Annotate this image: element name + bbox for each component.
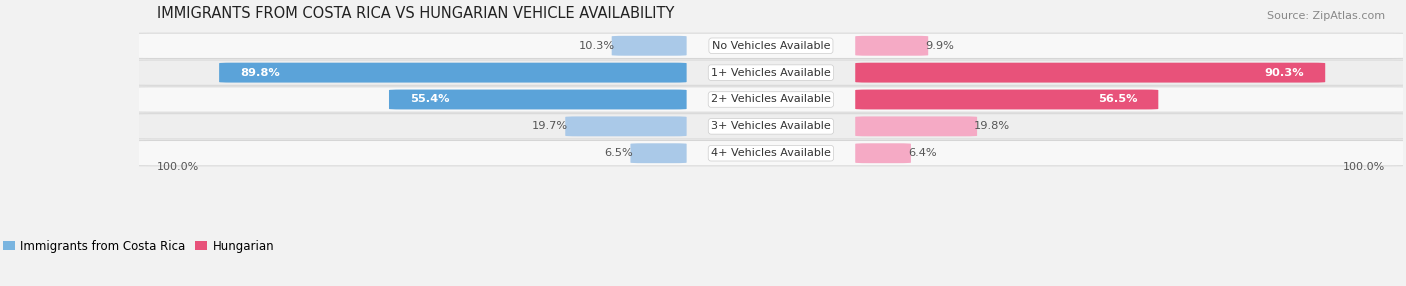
Text: 19.7%: 19.7% xyxy=(531,121,568,131)
FancyBboxPatch shape xyxy=(855,36,928,56)
Text: 2+ Vehicles Available: 2+ Vehicles Available xyxy=(711,94,831,104)
Text: 89.8%: 89.8% xyxy=(240,67,280,78)
FancyBboxPatch shape xyxy=(127,141,1406,166)
FancyBboxPatch shape xyxy=(855,63,1326,83)
Text: No Vehicles Available: No Vehicles Available xyxy=(711,41,830,51)
FancyBboxPatch shape xyxy=(127,60,1406,85)
Text: 6.4%: 6.4% xyxy=(908,148,936,158)
Legend: Immigrants from Costa Rica, Hungarian: Immigrants from Costa Rica, Hungarian xyxy=(3,240,274,253)
FancyBboxPatch shape xyxy=(127,87,1406,112)
Text: 56.5%: 56.5% xyxy=(1098,94,1137,104)
FancyBboxPatch shape xyxy=(389,90,686,110)
FancyBboxPatch shape xyxy=(127,114,1406,139)
Text: 3+ Vehicles Available: 3+ Vehicles Available xyxy=(711,121,831,131)
Text: 4+ Vehicles Available: 4+ Vehicles Available xyxy=(711,148,831,158)
Text: 9.9%: 9.9% xyxy=(925,41,955,51)
FancyBboxPatch shape xyxy=(855,143,911,163)
Text: 19.8%: 19.8% xyxy=(974,121,1010,131)
FancyBboxPatch shape xyxy=(565,116,686,136)
Text: IMMIGRANTS FROM COSTA RICA VS HUNGARIAN VEHICLE AVAILABILITY: IMMIGRANTS FROM COSTA RICA VS HUNGARIAN … xyxy=(156,6,673,21)
Text: 90.3%: 90.3% xyxy=(1264,67,1305,78)
Text: 1+ Vehicles Available: 1+ Vehicles Available xyxy=(711,67,831,78)
FancyBboxPatch shape xyxy=(855,116,977,136)
FancyBboxPatch shape xyxy=(612,36,686,56)
FancyBboxPatch shape xyxy=(855,90,1159,110)
Text: 100.0%: 100.0% xyxy=(156,162,200,172)
Text: 10.3%: 10.3% xyxy=(578,41,614,51)
FancyBboxPatch shape xyxy=(630,143,686,163)
Text: 6.5%: 6.5% xyxy=(605,148,634,158)
FancyBboxPatch shape xyxy=(219,63,686,83)
Text: Source: ZipAtlas.com: Source: ZipAtlas.com xyxy=(1267,11,1385,21)
Text: 100.0%: 100.0% xyxy=(1343,162,1385,172)
FancyBboxPatch shape xyxy=(127,33,1406,58)
Text: 55.4%: 55.4% xyxy=(411,94,450,104)
